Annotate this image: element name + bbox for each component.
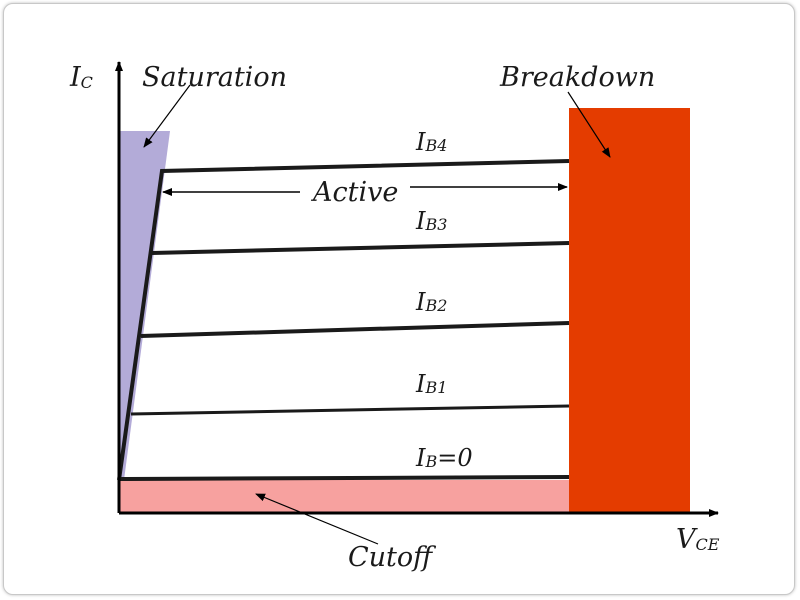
y-axis-label: IC	[69, 62, 93, 93]
curve-ib4	[117, 159, 570, 481]
curve-label-ib3: IB3	[415, 207, 447, 235]
cutoff-region	[119, 480, 569, 513]
active-label: Active	[310, 177, 398, 208]
saturation-label: Saturation	[142, 62, 287, 93]
curve-label-ib2: IB2	[415, 288, 447, 316]
curve-ib0	[118, 475, 570, 481]
saturation-leader	[143, 84, 191, 148]
x-axis-label: VCE	[676, 524, 720, 555]
cutoff-leader	[255, 493, 379, 545]
curve-ib1	[130, 404, 570, 416]
breakdown-label: Breakdown	[499, 62, 655, 93]
cutoff-label: Cutoff	[348, 542, 436, 573]
curve-ib2	[140, 321, 570, 338]
curve-label-ib0: IB=0	[415, 444, 473, 472]
curve-label-ib4: IB4	[415, 128, 447, 156]
curve-ib3	[151, 241, 570, 255]
breakdown-leader	[567, 91, 611, 158]
breakdown-region	[569, 108, 690, 513]
curve-label-ib1: IB1	[415, 370, 447, 398]
